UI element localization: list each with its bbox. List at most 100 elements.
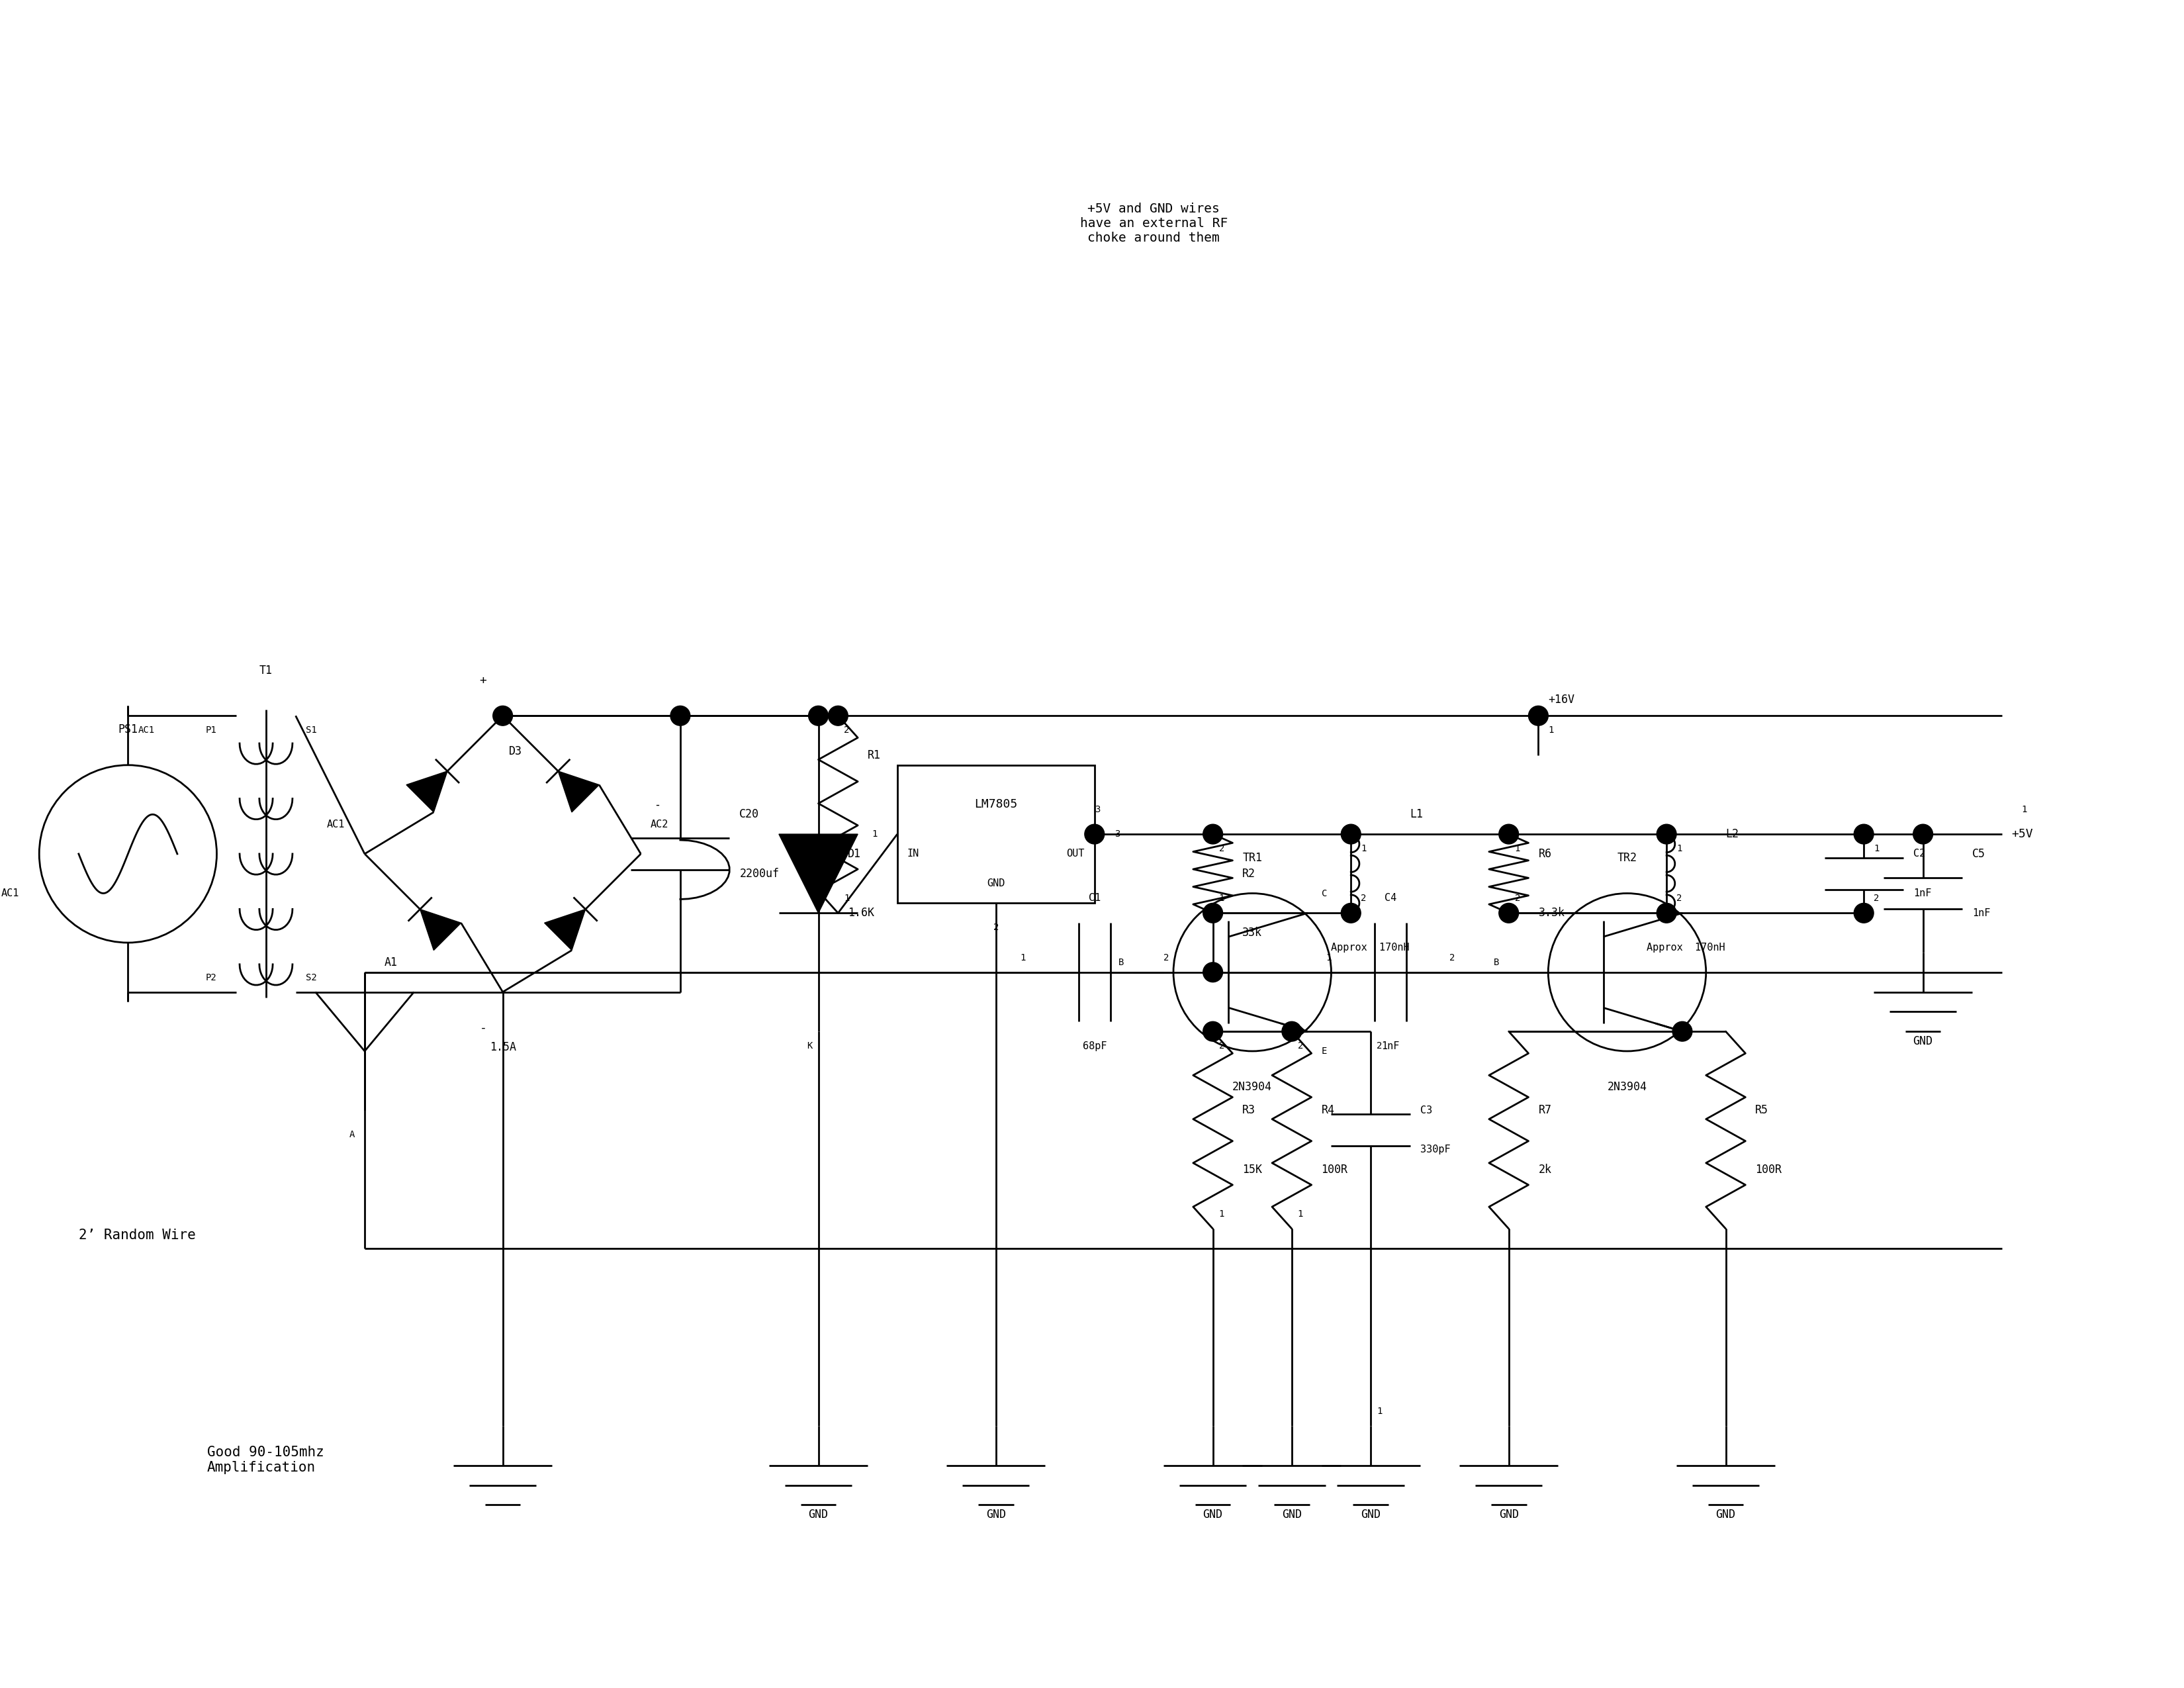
Text: T1: T1 [260, 665, 273, 677]
Text: -: - [653, 798, 660, 810]
Text: E: E [1321, 1047, 1328, 1055]
Text: D3: D3 [509, 746, 522, 758]
Text: 33k: 33k [1243, 927, 1262, 939]
Circle shape [1529, 706, 1548, 726]
Text: 2N3904: 2N3904 [1232, 1080, 1271, 1092]
Text: Approx  170nH: Approx 170nH [1647, 942, 1725, 952]
Text: +5V: +5V [2011, 829, 2033, 841]
Text: B: B [1118, 957, 1125, 967]
Text: R7: R7 [1538, 1104, 1551, 1116]
Text: 2: 2 [843, 726, 850, 734]
Text: 2: 2 [1874, 895, 1878, 903]
Text: C1: C1 [1088, 893, 1101, 903]
Text: A1: A1 [384, 957, 397, 969]
Text: R3: R3 [1243, 1104, 1256, 1116]
Text: TR2: TR2 [1616, 852, 1638, 864]
Circle shape [1498, 903, 1518, 923]
Text: P2: P2 [205, 972, 216, 982]
Text: 2: 2 [1376, 1041, 1382, 1050]
Text: 1: 1 [1874, 844, 1878, 852]
Text: 2’ Random Wire: 2’ Random Wire [79, 1229, 197, 1242]
Text: 2: 2 [1361, 895, 1367, 903]
Text: S1: S1 [306, 726, 317, 734]
Circle shape [1341, 903, 1361, 923]
Text: 2: 2 [994, 923, 998, 932]
Text: OUT: OUT [1066, 849, 1085, 859]
Text: Good 90-105mhz
Amplification: Good 90-105mhz Amplification [207, 1445, 323, 1474]
Text: C3: C3 [1420, 1106, 1433, 1116]
Text: GND: GND [1498, 1509, 1518, 1521]
Text: AC1: AC1 [2, 888, 20, 898]
Text: 2: 2 [1219, 844, 1225, 852]
Text: 68pF: 68pF [1083, 1041, 1107, 1052]
Text: GND: GND [1203, 1509, 1223, 1521]
Text: L1: L1 [1411, 809, 1424, 820]
Text: +: + [480, 674, 487, 685]
Circle shape [828, 706, 847, 726]
Text: GND: GND [1913, 1035, 1933, 1047]
Text: +5V and GND wires
have an external RF
choke around them: +5V and GND wires have an external RF ch… [1079, 203, 1227, 245]
Text: 1nF: 1nF [1380, 1041, 1400, 1052]
Circle shape [1282, 1021, 1302, 1041]
Text: AC1: AC1 [328, 819, 345, 829]
Text: R5: R5 [1756, 1104, 1769, 1116]
Polygon shape [559, 771, 598, 812]
Text: 100R: 100R [1756, 1163, 1782, 1175]
Text: 2: 2 [1164, 954, 1168, 962]
Text: 1: 1 [1548, 726, 1553, 734]
Text: AC1: AC1 [138, 726, 155, 734]
Text: -: - [480, 1021, 487, 1033]
Text: R2: R2 [1243, 868, 1256, 879]
Polygon shape [419, 910, 461, 950]
Text: 3: 3 [1114, 829, 1120, 839]
Text: 2200uf: 2200uf [740, 868, 780, 879]
Text: 2: 2 [1516, 895, 1520, 903]
Circle shape [1203, 1021, 1223, 1041]
Text: 1: 1 [1376, 1406, 1382, 1416]
Circle shape [1658, 824, 1677, 844]
Text: 1: 1 [871, 829, 878, 839]
Circle shape [1854, 903, 1874, 923]
Text: 1.5A: 1.5A [489, 1041, 515, 1053]
Text: TR1: TR1 [1243, 852, 1262, 864]
Text: 330pF: 330pF [1420, 1144, 1450, 1155]
Text: R1: R1 [867, 749, 880, 761]
Text: Approx  170nH: Approx 170nH [1332, 942, 1409, 952]
Circle shape [1913, 824, 1933, 844]
Text: 2N3904: 2N3904 [1607, 1080, 1647, 1092]
Text: C2: C2 [1913, 849, 1924, 859]
Text: R6: R6 [1538, 847, 1551, 859]
Text: C4: C4 [1385, 893, 1396, 903]
Text: B: B [1494, 957, 1498, 967]
Circle shape [1203, 824, 1223, 844]
Text: 1: 1 [1677, 844, 1682, 852]
Text: C5: C5 [1972, 847, 1985, 859]
Text: AC2: AC2 [651, 819, 668, 829]
Circle shape [1673, 1021, 1693, 1041]
Text: 1nF: 1nF [1913, 888, 1931, 898]
Text: 3.3k: 3.3k [1538, 906, 1564, 918]
Text: L2: L2 [1725, 829, 1738, 841]
Text: C20: C20 [740, 809, 760, 820]
Text: GND: GND [808, 1509, 828, 1521]
Text: 15K: 15K [1243, 1163, 1262, 1175]
Text: 3: 3 [1094, 805, 1101, 814]
Text: P1: P1 [205, 726, 216, 734]
Text: GND: GND [1361, 1509, 1380, 1521]
Text: IN: IN [906, 849, 919, 859]
Text: 2: 2 [1450, 954, 1455, 962]
Bar [898, 765, 1094, 903]
Text: 1.6K: 1.6K [847, 906, 874, 918]
Circle shape [1203, 903, 1223, 923]
Circle shape [1498, 824, 1518, 844]
Text: 1: 1 [1219, 1210, 1225, 1219]
Text: A: A [349, 1129, 354, 1139]
Text: 2k: 2k [1538, 1163, 1551, 1175]
Text: 2: 2 [1297, 1041, 1304, 1050]
Text: 1: 1 [1219, 895, 1225, 903]
Circle shape [1203, 962, 1223, 982]
Text: K: K [806, 1041, 812, 1050]
Text: +16V: +16V [1548, 694, 1575, 706]
Text: GND: GND [1282, 1509, 1302, 1521]
Text: 1: 1 [1020, 954, 1026, 962]
